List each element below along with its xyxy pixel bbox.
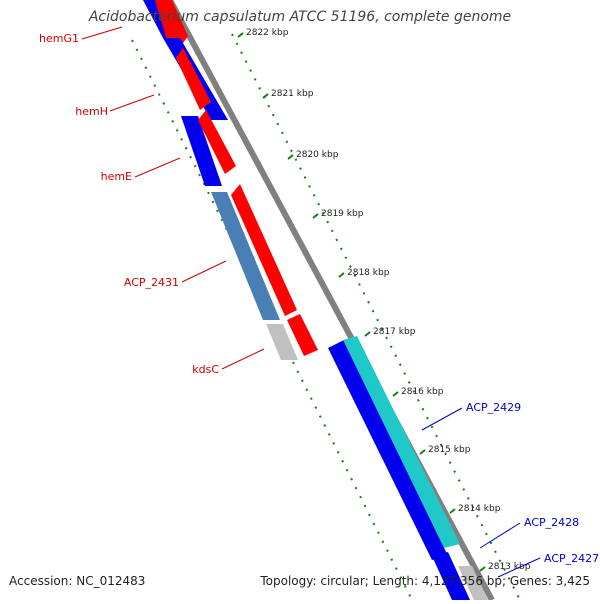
gene-ACP2427-grey[interactable]	[458, 566, 488, 600]
tick-label: 2817 kbp	[373, 327, 416, 337]
tick-mark	[392, 391, 399, 397]
tick-mark	[419, 449, 426, 455]
gene-kdsC-red[interactable]	[287, 314, 318, 356]
gene-label-hemG1[interactable]: hemG1	[39, 32, 79, 45]
tick-label: 2821 kbp	[271, 89, 314, 99]
gene-label-ACP2427[interactable]: ACP_2427	[544, 552, 599, 565]
tick-mark	[364, 331, 371, 337]
gene-label-ACP2428[interactable]: ACP_2428	[524, 516, 579, 529]
tick-label: 2822 kbp	[246, 28, 289, 38]
gene-label-ACP2431[interactable]: ACP_2431	[124, 276, 179, 289]
accession-label: Accession: NC_012483	[9, 574, 146, 588]
tick-label: 2816 kbp	[401, 387, 444, 397]
tick-mark	[338, 272, 345, 278]
genome-summary: Topology: circular; Length: 4,127,356 bp…	[260, 574, 590, 588]
gene-hemH-red[interactable]	[176, 48, 211, 110]
gene-ACP2431-steel[interactable]	[211, 192, 280, 320]
gene-ACP2428-blue[interactable]	[328, 340, 448, 560]
backbone	[167, 0, 495, 602]
tick-mark	[312, 213, 319, 219]
gene-ACP2429-cyan[interactable]	[343, 336, 460, 548]
tick-mark	[449, 508, 456, 514]
tick-label: 2815 kbp	[428, 445, 471, 455]
tick-label: 2813 kbp	[488, 562, 531, 572]
tick-mark	[237, 32, 244, 38]
gene-ACP2427-blue[interactable]	[432, 552, 470, 600]
feature-group	[143, 0, 488, 600]
tick-mark	[479, 566, 486, 572]
gene-label-hemH[interactable]: hemH	[75, 105, 108, 118]
tick-label: 2819 kbp	[321, 209, 364, 219]
tick-mark	[262, 93, 269, 99]
tick-label: 2820 kbp	[296, 150, 339, 160]
gene-label-hemE[interactable]: hemE	[101, 170, 132, 183]
gene-hemG1-red[interactable]	[155, 0, 188, 50]
gene-label-kdsC[interactable]: kdsC	[192, 363, 219, 376]
gene-label-ACP2429[interactable]: ACP_2429	[466, 401, 521, 414]
gene-labels: hemG1 hemH hemE ACP_2431 kdsC ACP_2429 A…	[39, 32, 599, 565]
gene-kdsC-grey[interactable]	[266, 324, 298, 360]
gene-hemE-red[interactable]	[198, 110, 236, 174]
tick-group: 2822 kbp 2821 kbp 2820 kbp 2819 kbp 2818 kbp…	[131, 28, 531, 601]
map-title: Acidobacterium capsulatum ATCC 51196, co…	[88, 9, 512, 25]
tick-mark	[287, 154, 294, 160]
leader-lines	[81, 26, 541, 578]
tick-label: 2818 kbp	[347, 268, 390, 278]
gene-ACP2431-red[interactable]	[231, 184, 297, 316]
gene-hemE-blue[interactable]	[181, 116, 222, 186]
tick-guide-1	[131, 39, 413, 601]
tick-label: 2814 kbp	[458, 504, 501, 514]
